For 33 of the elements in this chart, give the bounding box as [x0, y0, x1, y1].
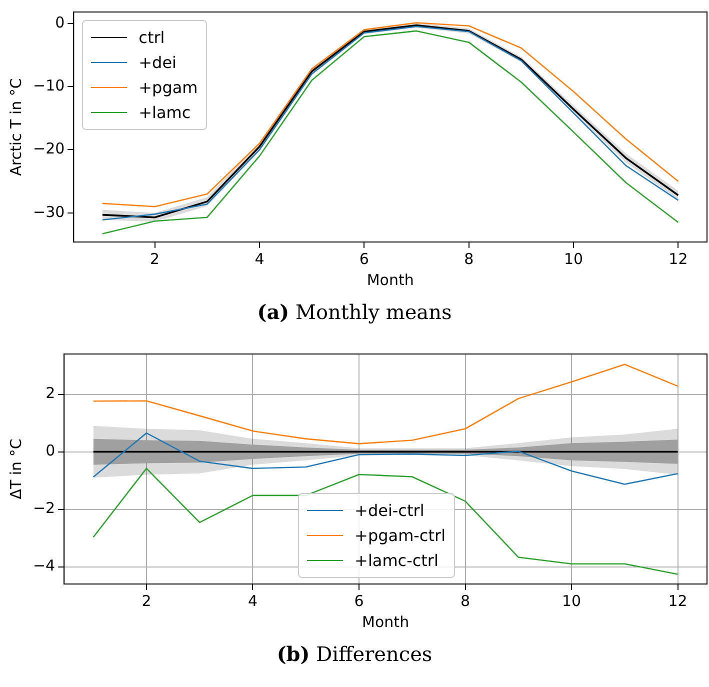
x-tick-label: 10 [562, 592, 582, 610]
x-tick-label: 8 [464, 250, 474, 268]
legend-label: +lamc-ctrl [354, 550, 438, 572]
x-tick-label: 6 [359, 250, 369, 268]
legend-label: +dei [138, 52, 176, 74]
y-tick-label: −4 [32, 556, 56, 575]
y-tick-label: −20 [33, 140, 65, 158]
y-tick-label: −30 [33, 202, 65, 221]
text: (a) Monthly means [257, 300, 452, 324]
legend-label: +pgam [138, 77, 198, 99]
x-tick-label: 4 [254, 250, 264, 268]
legend-label: ctrl [138, 27, 165, 49]
text: (b) Differences [276, 642, 432, 666]
x-tick-label: 8 [460, 592, 470, 610]
y-tick-label: −10 [33, 76, 65, 94]
y-tick-label: −2 [32, 499, 56, 518]
legend-label: +dei-ctrl [354, 500, 424, 522]
x-tick-label: 10 [564, 250, 584, 268]
x-tick-label: 2 [150, 250, 160, 268]
x-tick-label: 12 [668, 250, 688, 268]
y-tick-label: 2 [46, 384, 56, 402]
x-tick-label: 6 [354, 592, 364, 610]
y-axis-title: ΔT in °C [6, 438, 25, 500]
x-axis-title: Month [366, 270, 414, 289]
legend-label: +pgam-ctrl [354, 525, 446, 547]
y-axis-title: Arctic T in °C [6, 78, 25, 176]
y-tick-label: 0 [55, 13, 65, 32]
legend-label: +lamc [138, 102, 191, 124]
x-tick-label: 12 [668, 592, 688, 610]
x-tick-label: 4 [248, 592, 258, 610]
x-axis-title: Month [362, 612, 410, 631]
x-tick-label: 2 [142, 592, 152, 610]
y-tick-label: 0 [46, 442, 56, 460]
